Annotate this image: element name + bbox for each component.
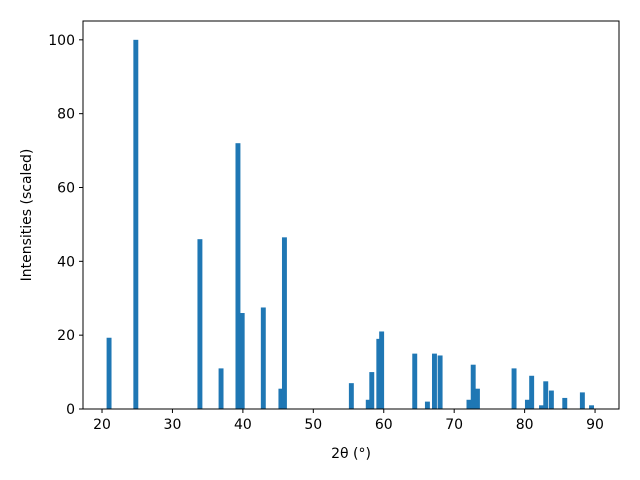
x-tick-label: 20 xyxy=(93,417,111,433)
y-axis-label: Intensities (scaled) xyxy=(19,149,35,282)
x-tick-label: 40 xyxy=(234,417,252,433)
bar xyxy=(437,355,443,409)
bar xyxy=(548,390,554,409)
plot-frame xyxy=(82,20,620,410)
bar xyxy=(529,375,535,409)
x-tick-label: 70 xyxy=(445,417,463,433)
y-tick-label: 0 xyxy=(66,402,75,418)
bar xyxy=(379,331,385,409)
bar xyxy=(431,353,437,409)
y-tick-label: 40 xyxy=(57,254,75,270)
plot-area xyxy=(83,21,619,409)
bar xyxy=(412,353,418,409)
bar xyxy=(562,397,568,409)
bar xyxy=(133,39,139,409)
bar xyxy=(543,381,549,409)
x-tick-label: 50 xyxy=(304,417,322,433)
bar xyxy=(524,399,530,409)
bar xyxy=(376,338,382,409)
bar xyxy=(369,372,375,409)
x-tick-label: 90 xyxy=(586,417,604,433)
bar xyxy=(348,383,354,409)
bar xyxy=(470,364,476,409)
bar xyxy=(278,388,284,409)
bar xyxy=(235,143,241,410)
y-tick-label: 20 xyxy=(57,328,75,344)
bar xyxy=(281,237,287,409)
x-tick-label: 80 xyxy=(516,417,534,433)
bar xyxy=(539,405,544,409)
bar xyxy=(365,399,371,409)
x-tick-label: 30 xyxy=(164,417,182,433)
bar xyxy=(474,388,480,409)
x-axis-label: 2θ (°) xyxy=(331,446,371,462)
bar xyxy=(197,239,203,409)
bar xyxy=(260,307,266,409)
bar xyxy=(511,368,517,409)
bar xyxy=(239,313,245,409)
bar xyxy=(424,401,430,409)
y-tick-label: 80 xyxy=(57,107,75,123)
bar xyxy=(218,368,224,409)
bar xyxy=(466,399,472,409)
y-tick-label: 60 xyxy=(57,180,75,196)
bar xyxy=(579,392,585,409)
y-tick-label: 100 xyxy=(48,33,75,49)
x-tick-label: 60 xyxy=(375,417,393,433)
bar xyxy=(589,405,594,409)
bar xyxy=(106,337,112,409)
